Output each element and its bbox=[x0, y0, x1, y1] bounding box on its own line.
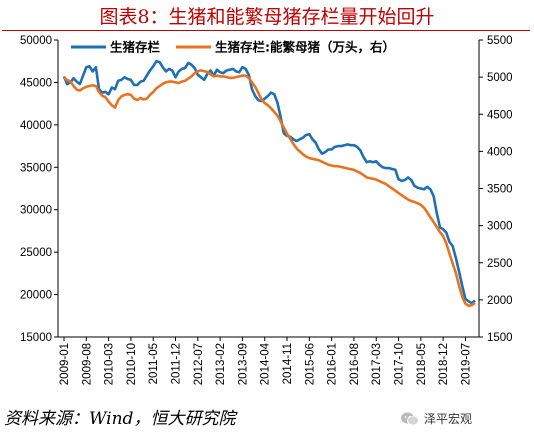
x-tick-label: 2017-03 bbox=[371, 343, 383, 385]
wechat-icon bbox=[401, 412, 419, 425]
x-tick-label: 2013-02 bbox=[215, 343, 227, 385]
legend: 生猪存栏 生猪存栏:能繁母猪（万头，右） bbox=[71, 40, 395, 55]
legend-label-series-2: 生猪存栏:能繁母猪（万头，右） bbox=[215, 40, 395, 55]
y-left-tick-label: 50000 bbox=[20, 35, 52, 47]
x-tick-label: 2009-08 bbox=[81, 343, 93, 385]
watermark: 泽平宏观 bbox=[400, 410, 472, 427]
title-underline bbox=[2, 30, 530, 31]
y-axis-left-ticks: 15000 20000 25000 30000 35000 40000 45000 50000 bbox=[20, 35, 58, 344]
x-tick-label: 2019-07 bbox=[460, 343, 472, 385]
y-right-tick-label: 5000 bbox=[487, 72, 513, 84]
series-layer bbox=[62, 59, 476, 308]
y-right-tick-label: 3500 bbox=[487, 184, 513, 196]
chart-title: 图表8：生猪和能繁母猪存栏量开始回升 bbox=[99, 6, 435, 28]
legend-label-series-1: 生猪存栏 bbox=[110, 40, 161, 55]
x-tick-label: 2016-08 bbox=[349, 343, 361, 385]
y-axis-right-ticks: 1500 2000 2500 3000 3500 4000 4500 5000 5500 bbox=[479, 35, 513, 344]
x-tick-label: 2014-04 bbox=[260, 342, 272, 385]
y-right-tick-label: 3000 bbox=[487, 221, 513, 233]
series-line-1 bbox=[62, 59, 476, 305]
x-tick-label: 2017-10 bbox=[394, 343, 406, 385]
x-tick-label: 2018-12 bbox=[438, 343, 450, 385]
y-left-tick-label: 35000 bbox=[20, 162, 52, 174]
y-right-tick-label: 4000 bbox=[487, 146, 513, 158]
y-left-tick-label: 30000 bbox=[20, 205, 52, 217]
y-left-tick-label: 20000 bbox=[20, 290, 52, 302]
x-tick-label: 2009-01 bbox=[59, 343, 71, 385]
x-tick-label: 2013-09 bbox=[237, 343, 249, 385]
y-left-tick-label: 25000 bbox=[20, 247, 52, 259]
series-line-2 bbox=[63, 69, 476, 308]
plot-area bbox=[57, 40, 480, 338]
x-tick-label: 2012-07 bbox=[193, 343, 205, 385]
y-left-tick-label: 15000 bbox=[20, 332, 52, 344]
y-left-tick-label: 45000 bbox=[20, 77, 52, 89]
x-tick-label: 2011-05 bbox=[148, 343, 160, 384]
source-note: 资料来源：Wind，恒大研究院 bbox=[4, 409, 236, 429]
y-left-tick-label: 40000 bbox=[20, 120, 52, 132]
y-right-tick-label: 2500 bbox=[487, 258, 513, 270]
x-tick-label: 2010-10 bbox=[126, 343, 138, 385]
x-tick-label: 2011-12 bbox=[171, 343, 183, 384]
y-right-tick-label: 2000 bbox=[487, 295, 513, 307]
y-right-tick-label: 1500 bbox=[487, 332, 513, 344]
watermark-text: 泽平宏观 bbox=[424, 412, 473, 426]
y-right-tick-label: 4500 bbox=[487, 109, 513, 121]
y-right-tick-label: 5500 bbox=[487, 35, 513, 47]
x-tick-label: 2010-03 bbox=[104, 343, 116, 385]
x-tick-label: 2018-05 bbox=[416, 343, 428, 385]
x-axis-ticks: 2009-01 2009-08 2010-03 2010-10 2011-05 2011-… bbox=[59, 337, 472, 385]
x-tick-label: 2016-01 bbox=[327, 343, 339, 385]
x-tick-label: 2015-06 bbox=[304, 343, 316, 385]
x-tick-label: 2014-11 bbox=[282, 343, 294, 384]
